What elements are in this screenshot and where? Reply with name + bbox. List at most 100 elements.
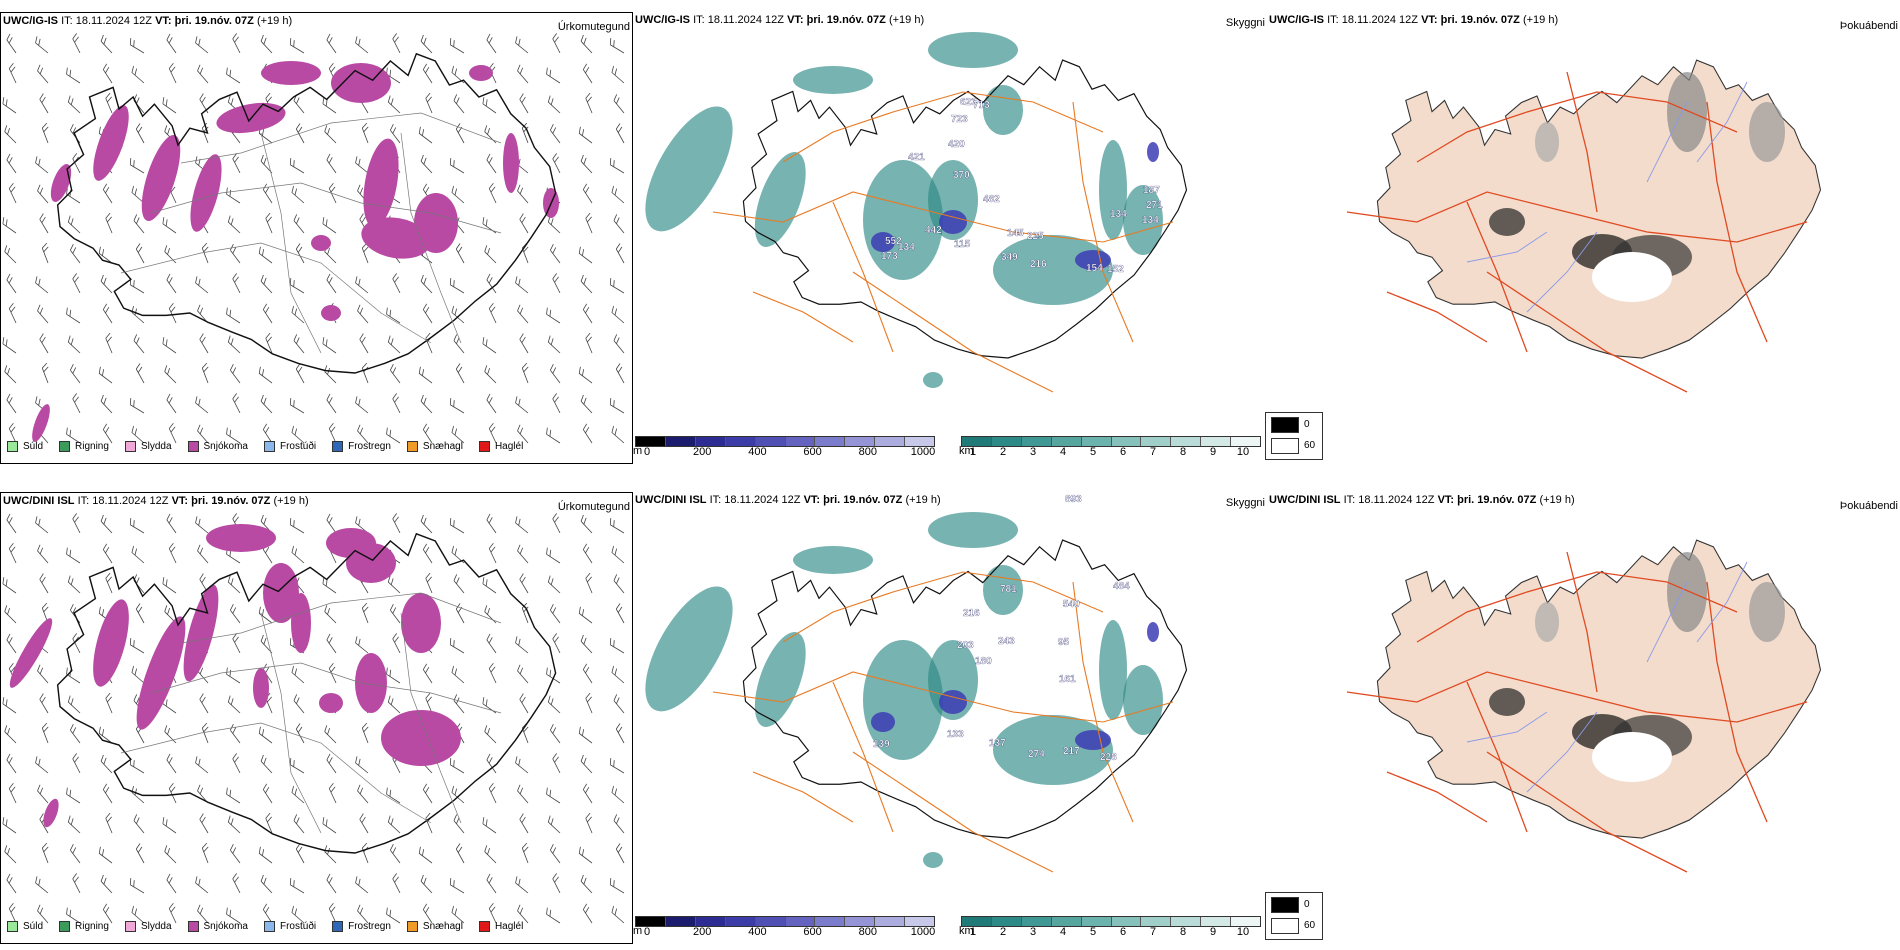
legend-item: Slydda [124, 921, 172, 932]
legend-swatch [332, 441, 344, 452]
legend-swatch [59, 441, 71, 452]
visibility-label: 115 [954, 239, 971, 250]
colorbar-tick: 3 [1029, 446, 1037, 458]
visibility-label: 243 [998, 636, 1015, 647]
colorbar-tick: 1000 [910, 446, 936, 458]
colorbar-tick: 1 [969, 926, 977, 938]
colorbar-tick: 8 [1179, 446, 1187, 458]
legend-swatch [187, 441, 199, 452]
legend-label: Súld [23, 441, 44, 452]
legend-swatch [59, 921, 71, 932]
legend-item: Rigning [59, 441, 109, 452]
legend-swatch [124, 921, 136, 932]
visibility-label: 145 [1007, 228, 1024, 239]
colorbar-tick: 400 [748, 446, 767, 458]
colorbar-strip [635, 916, 935, 927]
colorbar-tick: 6 [1119, 446, 1127, 458]
colorbar-tick: 1000 [910, 926, 936, 938]
colorbar-tick: 600 [803, 926, 822, 938]
legend-label: Snjókoma [203, 921, 248, 932]
legend-item: Snæhagl [406, 441, 463, 452]
colorbar-strip [961, 916, 1261, 927]
legend-label: Snjókoma [203, 441, 248, 452]
legend-label: Snæhagl [422, 921, 463, 932]
legend-swatch [187, 921, 199, 932]
visibility-label: 134 [1110, 209, 1127, 220]
visibility-m-colorbar: m 0 200 400 600 800 1000 [633, 436, 935, 458]
visibility-label: 420 [948, 139, 965, 150]
visibility-label: 95 [1058, 637, 1070, 648]
fog-title: Þokuábendi [1839, 500, 1898, 512]
precip-panel-bottom: UWC/DINI ISL IT: 18.11.2024 12Z VT: þri.… [0, 492, 633, 944]
colorbar-unit: m [633, 445, 643, 457]
colorbar-tick: 2 [999, 446, 1007, 458]
legend-label: Frostúði [279, 441, 317, 452]
colorbar-tick: 7 [1149, 446, 1157, 458]
visibility-label: 349 [1001, 252, 1018, 263]
visibility-label: 216 [1030, 259, 1047, 270]
legend-swatch [478, 441, 490, 452]
legend-swatch [263, 441, 275, 452]
legend-swatch [332, 921, 344, 932]
precip-map [2, 33, 625, 444]
fog-legend: 0 60 [1265, 412, 1323, 460]
colorbar-tick: 400 [748, 926, 767, 938]
visibility-label: 228 [1100, 752, 1117, 763]
fog-panel-top: UWC/IG-IS IT: 18.11.2024 12Z VT: þri. 19… [1265, 12, 1900, 464]
colorbar-tick: 3 [1029, 926, 1037, 938]
colorbar-strip [635, 436, 935, 447]
visibility-label: 623 [960, 97, 977, 108]
panel-header: UWC/IG-IS IT: 18.11.2024 12Z VT: þri. 19… [635, 14, 925, 26]
visibility-label: 154 [1086, 263, 1103, 274]
visibility-label: 133 [947, 729, 964, 740]
colorbar-tick: 10 [1236, 446, 1250, 458]
legend-item: Frostregn [332, 921, 391, 932]
legend-item: Snæhagl [406, 921, 463, 932]
colorbar-tick: 9 [1209, 446, 1217, 458]
legend-swatch [406, 921, 418, 932]
legend-item: Snjókoma [187, 441, 248, 452]
colorbar-tick: 5 [1089, 926, 1097, 938]
panel-header: UWC/IG-IS IT: 18.11.2024 12Z VT: þri. 19… [3, 15, 293, 27]
precip-legend: Súld Rigning Slydda Snjókoma Frostúði Frostre… [7, 441, 523, 452]
legend-item: Súld [7, 921, 43, 932]
colorbar-tick: 600 [803, 446, 822, 458]
legend-item: Snjókoma [187, 921, 248, 932]
legend-swatch [7, 921, 18, 932]
colorbar-tick: 1 [969, 446, 977, 458]
visibility-label: 274 [1028, 749, 1045, 760]
legend-item: Haglél [478, 441, 523, 452]
visibility-label: 203 [957, 640, 974, 651]
visibility-label: 152 [1107, 264, 1124, 275]
colorbar-tick: 7 [1149, 926, 1157, 938]
colorbar-unit: km [959, 445, 974, 457]
legend-label: Haglél [494, 921, 524, 932]
colorbar-tick: 800 [858, 926, 877, 938]
legend-label: Súld [23, 921, 44, 932]
panel-header: UWC/DINI ISL IT: 18.11.2024 12Z VT: þri.… [1269, 494, 1575, 506]
visibility-label: 893 [1065, 494, 1082, 505]
colorbar-tick: 4 [1059, 446, 1067, 458]
fog-map [1346, 59, 1822, 393]
legend-item: Frostúði [263, 921, 316, 932]
legend-item: Haglél [478, 921, 524, 932]
legend-swatch [7, 441, 18, 452]
visibility-label: 271 [1146, 200, 1163, 211]
visibility-label: 781 [1000, 584, 1017, 595]
visibility-label: 442 [925, 225, 942, 236]
legend-item: Rigning [59, 921, 109, 932]
legend-label: Rigning [75, 441, 109, 452]
visibility-panel-top: UWC/IG-IS IT: 18.11.2024 12Z VT: þri. 19… [633, 12, 1267, 464]
fog-panel-bottom: UWC/DINI ISL IT: 18.11.2024 12Z VT: þri.… [1265, 492, 1900, 944]
colorbar-tick: 0 [643, 446, 651, 458]
visibility-km-colorbar: km 1 2 3 4 5 6 7 8 9 10 [959, 436, 1261, 458]
precip-title: Úrkomutegund [557, 501, 630, 513]
visibility-panel-bottom: UWC/DINI ISL IT: 18.11.2024 12Z VT: þri.… [633, 492, 1267, 944]
colorbar-tick: 9 [1209, 926, 1217, 938]
legend-label: Slydda [140, 441, 172, 452]
legend-label: Slydda [140, 921, 172, 932]
legend-label: Frostregn [348, 441, 391, 452]
panel-header: UWC/DINI ISL IT: 18.11.2024 12Z VT: þri.… [635, 494, 941, 506]
